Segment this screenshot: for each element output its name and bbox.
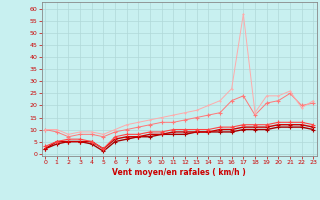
X-axis label: Vent moyen/en rafales ( km/h ): Vent moyen/en rafales ( km/h ) xyxy=(112,168,246,177)
